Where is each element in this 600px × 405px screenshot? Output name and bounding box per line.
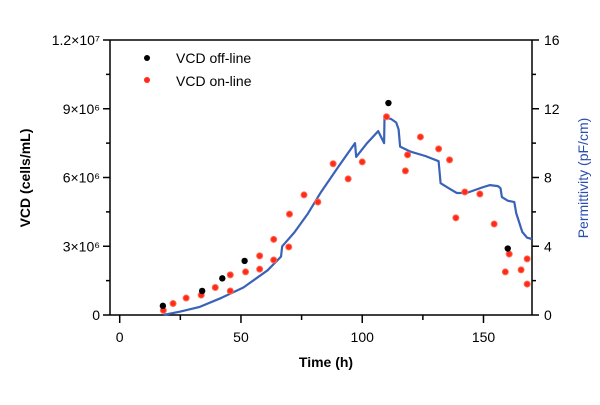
offline-point xyxy=(219,275,226,282)
online-point xyxy=(300,191,308,199)
legend-label-offline: VCD off-line xyxy=(176,50,251,66)
y-tick-label: 0 xyxy=(92,307,100,323)
online-point xyxy=(211,284,219,291)
online-point xyxy=(476,190,484,198)
x-tick-label: 50 xyxy=(233,329,249,345)
online-point xyxy=(169,300,177,308)
legend-marker-offline xyxy=(144,55,150,61)
online-point xyxy=(270,235,278,243)
legend-marker-online xyxy=(144,77,150,83)
offline-point xyxy=(198,287,206,295)
online-point xyxy=(256,252,264,260)
online-point xyxy=(344,175,352,183)
permittivity-line xyxy=(163,116,533,317)
offline-point xyxy=(385,99,392,107)
offline-point xyxy=(504,245,511,252)
y-tick-label: 1.2×10⁷ xyxy=(52,32,100,48)
online-point xyxy=(490,220,498,228)
online-point xyxy=(382,113,390,121)
online-point xyxy=(270,256,278,264)
online-point xyxy=(446,156,454,164)
legend-label-online: VCD on-line xyxy=(176,73,252,89)
online-point xyxy=(461,188,469,196)
y-tick-label: 9×10⁶ xyxy=(63,101,100,117)
online-point xyxy=(523,255,531,263)
online-point xyxy=(182,294,190,302)
online-point xyxy=(452,214,460,222)
legend: VCD off-line VCD on-line xyxy=(144,50,252,89)
y2-tick-label: 16 xyxy=(544,32,560,48)
online-point xyxy=(226,271,234,279)
online-point xyxy=(358,158,366,166)
online-point xyxy=(401,167,409,175)
y2-tick-label: 12 xyxy=(544,101,560,117)
online-point xyxy=(314,198,322,206)
x-tick-label: 150 xyxy=(472,329,496,345)
y-tick-label: 6×10⁶ xyxy=(63,170,100,186)
x-axis-label: Time (h) xyxy=(299,354,353,370)
online-point xyxy=(404,151,412,159)
online-point xyxy=(226,287,234,295)
y2-axis-label: Permittivity (pF/cm) xyxy=(575,118,591,239)
axes: 0 50 100 150 0 3×10⁶ 6×10⁶ 9×10⁶ 1.2×10⁷ 0 4 8 12 16 xyxy=(52,32,560,345)
offline-point xyxy=(241,257,248,265)
online-point xyxy=(242,268,250,276)
online-point xyxy=(416,133,424,141)
marks xyxy=(159,99,533,317)
online-point xyxy=(523,280,531,288)
y2-tick-label: 8 xyxy=(544,170,552,186)
y-tick-label: 3×10⁶ xyxy=(63,238,100,254)
y2-tick-label: 0 xyxy=(544,307,552,323)
online-point xyxy=(285,243,293,251)
online-point xyxy=(329,160,337,168)
offline-point xyxy=(159,302,167,310)
online-point xyxy=(256,265,264,273)
online-point xyxy=(501,268,509,276)
online-point xyxy=(517,266,525,274)
online-point xyxy=(435,145,443,153)
online-point xyxy=(505,250,513,258)
y-axis-label: VCD (cells/mL) xyxy=(17,129,33,228)
x-tick-label: 100 xyxy=(351,329,375,345)
y2-tick-label: 4 xyxy=(544,238,552,254)
online-point xyxy=(285,210,293,218)
x-tick-label: 0 xyxy=(116,329,124,345)
